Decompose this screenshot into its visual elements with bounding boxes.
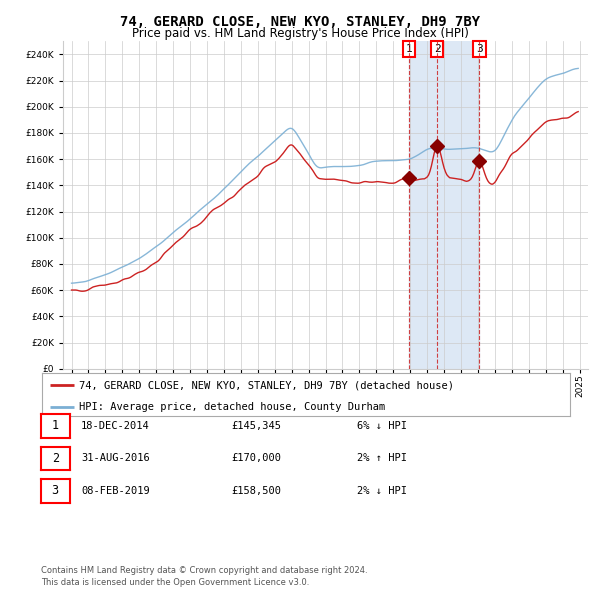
Text: Contains HM Land Registry data © Crown copyright and database right 2024.
This d: Contains HM Land Registry data © Crown c… — [41, 566, 367, 587]
Text: 1: 1 — [52, 419, 59, 432]
Text: 2: 2 — [434, 44, 440, 54]
Text: 2: 2 — [52, 452, 59, 465]
Text: 1: 1 — [406, 44, 412, 54]
Text: 3: 3 — [52, 484, 59, 497]
Text: 08-FEB-2019: 08-FEB-2019 — [81, 486, 150, 496]
Text: HPI: Average price, detached house, County Durham: HPI: Average price, detached house, Coun… — [79, 402, 385, 412]
Text: 74, GERARD CLOSE, NEW KYO, STANLEY, DH9 7BY: 74, GERARD CLOSE, NEW KYO, STANLEY, DH9 … — [120, 15, 480, 29]
Bar — [409, 41, 479, 369]
Text: £170,000: £170,000 — [231, 454, 281, 463]
Text: 18-DEC-2014: 18-DEC-2014 — [81, 421, 150, 431]
Text: Price paid vs. HM Land Registry's House Price Index (HPI): Price paid vs. HM Land Registry's House … — [131, 27, 469, 40]
Text: 74, GERARD CLOSE, NEW KYO, STANLEY, DH9 7BY (detached house): 74, GERARD CLOSE, NEW KYO, STANLEY, DH9 … — [79, 381, 454, 391]
Text: 2% ↓ HPI: 2% ↓ HPI — [357, 486, 407, 496]
Text: £158,500: £158,500 — [231, 486, 281, 496]
Text: 2% ↑ HPI: 2% ↑ HPI — [357, 454, 407, 463]
Text: £145,345: £145,345 — [231, 421, 281, 431]
Text: 31-AUG-2016: 31-AUG-2016 — [81, 454, 150, 463]
Text: 3: 3 — [476, 44, 483, 54]
Text: 6% ↓ HPI: 6% ↓ HPI — [357, 421, 407, 431]
